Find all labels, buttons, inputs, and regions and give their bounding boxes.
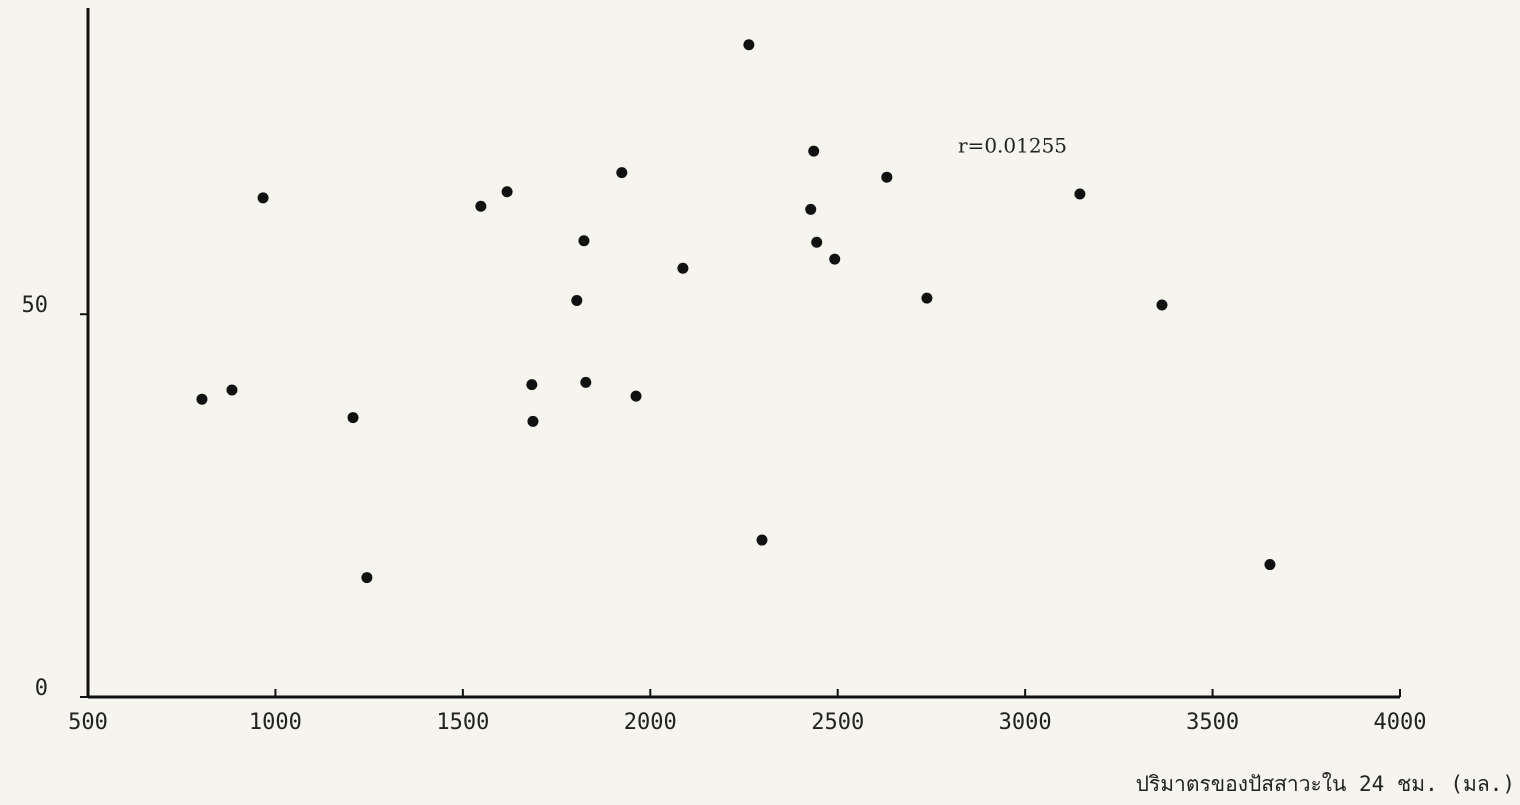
x-tick-label: 2000 bbox=[624, 710, 677, 735]
point bbox=[921, 293, 932, 304]
point bbox=[348, 412, 359, 423]
x-tick-label: 1000 bbox=[249, 710, 302, 735]
point bbox=[1074, 189, 1085, 200]
point bbox=[1156, 300, 1167, 311]
y-tick-label: 0 bbox=[35, 676, 48, 701]
chart: r=0.01255 ปริมาตรของปัสสาวะใน 24 ชม. (มล… bbox=[0, 0, 1520, 805]
point bbox=[527, 416, 538, 427]
point bbox=[526, 379, 537, 390]
annotation: r=0.01255 bbox=[958, 134, 1067, 158]
point bbox=[502, 186, 513, 197]
x-axis-label: ปริมาตรของปัสสาวะใน 24 ชม. (มล.) bbox=[1136, 772, 1515, 796]
x-tick-label: 1500 bbox=[436, 710, 489, 735]
point bbox=[631, 391, 642, 402]
point bbox=[811, 237, 822, 248]
point bbox=[808, 146, 819, 157]
point bbox=[1264, 559, 1275, 570]
y-tick-label: 50 bbox=[22, 293, 49, 318]
point bbox=[756, 535, 767, 546]
x-tick-label: 2500 bbox=[811, 710, 864, 735]
point bbox=[571, 295, 582, 306]
paper bbox=[0, 0, 1520, 805]
x-tick-label: 4000 bbox=[1374, 710, 1427, 735]
point bbox=[475, 201, 486, 212]
x-tick-label: 500 bbox=[68, 710, 108, 735]
point bbox=[196, 394, 207, 405]
point bbox=[677, 263, 688, 274]
point bbox=[580, 377, 591, 388]
point bbox=[743, 39, 754, 50]
point bbox=[616, 167, 627, 178]
point bbox=[226, 385, 237, 396]
point bbox=[361, 572, 372, 583]
x-tick-label: 3500 bbox=[1186, 710, 1239, 735]
point bbox=[829, 254, 840, 265]
point bbox=[805, 204, 816, 215]
point bbox=[578, 235, 589, 246]
point bbox=[258, 192, 269, 203]
x-tick-label: 3000 bbox=[999, 710, 1052, 735]
point bbox=[881, 172, 892, 183]
